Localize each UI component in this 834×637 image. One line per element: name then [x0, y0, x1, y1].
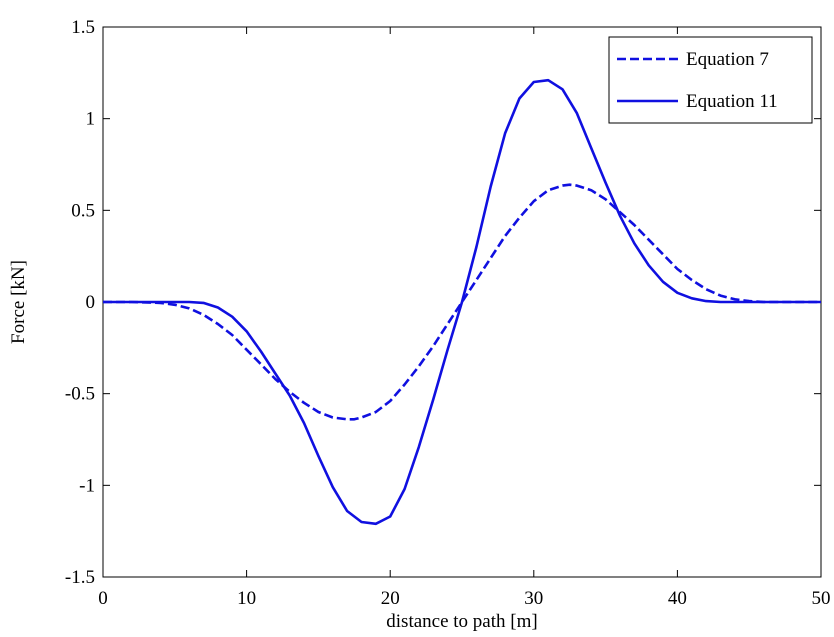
x-tick-label: 0	[98, 588, 108, 609]
y-tick-label: -0.5	[65, 384, 95, 405]
legend-label: Equation 11	[686, 91, 778, 112]
x-tick-label: 20	[381, 588, 400, 609]
y-axis-label: Force [kN]	[8, 260, 29, 344]
axis-ticks: 0 10 20 30 40 50 -1.5 -1 -0.5 0 0.5 1 1.5	[65, 17, 831, 609]
legend-label: Equation 7	[686, 49, 769, 70]
y-tick-label: 1	[86, 109, 96, 130]
x-tick-label: 10	[237, 588, 256, 609]
y-tick-label: 0	[86, 292, 96, 313]
x-axis-label: distance to path [m]	[386, 611, 537, 632]
x-tick-label: 40	[668, 588, 687, 609]
y-tick-label: 1.5	[71, 17, 95, 38]
series-line-2	[103, 78, 821, 526]
y-tick-label: 0.5	[71, 200, 95, 221]
series-line-1	[103, 183, 821, 421]
x-tick-label: 30	[524, 588, 543, 609]
y-tick-label: -1.5	[65, 567, 95, 588]
legend: Equation 7 Equation 11	[608, 36, 813, 124]
y-tick-label: -1	[79, 475, 95, 496]
legend-box	[608, 36, 813, 124]
series-lines	[103, 78, 821, 526]
x-tick-label: 50	[812, 588, 831, 609]
